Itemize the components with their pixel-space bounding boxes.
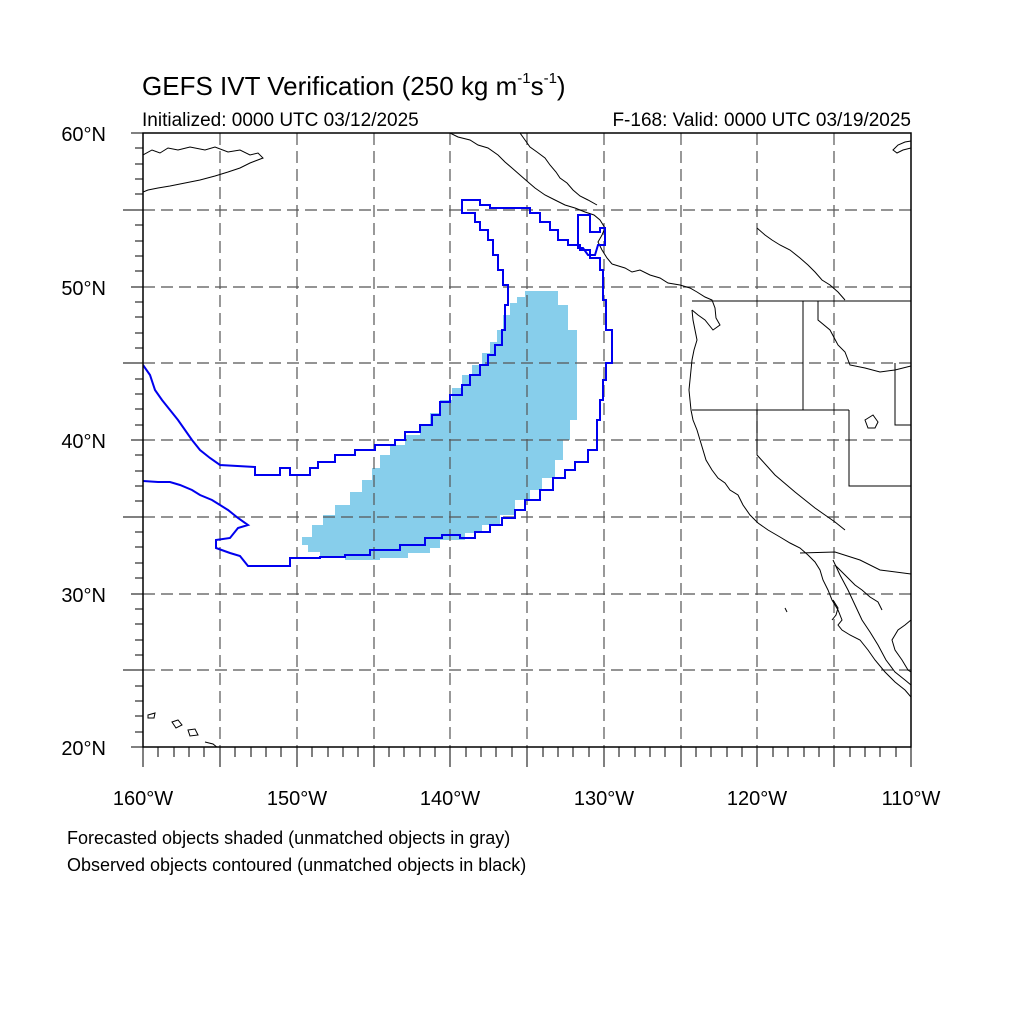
observed-note: Observed objects contoured (unmatched ob…	[67, 855, 527, 875]
init-time-label: Initialized: 0000 UTC 03/12/2025	[142, 110, 419, 131]
graticule	[143, 133, 911, 747]
lon-label: 120°W	[727, 788, 787, 810]
lat-label: 60°N	[61, 124, 106, 146]
forecast-object	[302, 291, 577, 560]
axis-ticks	[123, 132, 912, 767]
map-title: GEFS IVT Verification (250 kg m-1s-1)	[142, 70, 566, 101]
coastlines	[143, 133, 911, 747]
lat-label: 40°N	[61, 431, 106, 453]
legend-notes: Forecasted objects shaded (unmatched obj…	[67, 825, 526, 879]
lon-label: 150°W	[267, 788, 327, 810]
forecast-note: Forecasted objects shaded (unmatched obj…	[67, 828, 511, 848]
lon-label: 110°W	[882, 788, 941, 810]
observed-contours	[143, 199, 613, 567]
lat-label: 30°N	[61, 585, 106, 607]
observed-object	[143, 199, 613, 567]
lat-label: 20°N	[61, 738, 106, 760]
lon-label: 130°W	[574, 788, 634, 810]
valid-time-label: F-168: Valid: 0000 UTC 03/19/2025	[612, 110, 911, 131]
lon-label: 140°W	[420, 788, 480, 810]
lon-label: 160°W	[113, 788, 173, 810]
lat-label: 50°N	[61, 278, 106, 300]
